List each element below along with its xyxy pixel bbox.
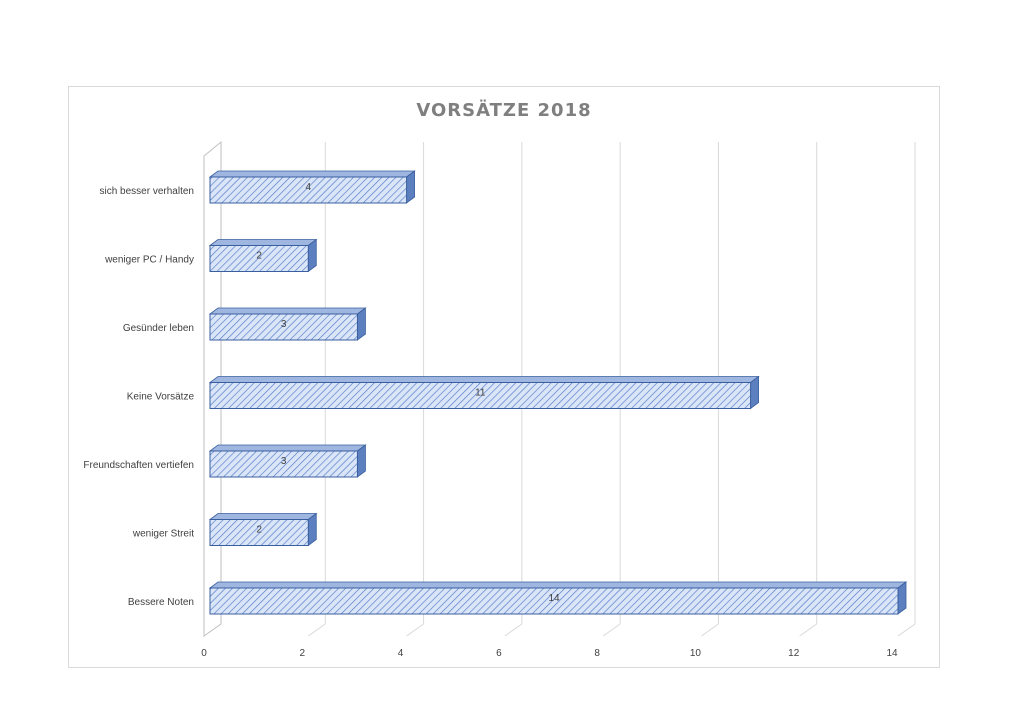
bar-front-face <box>209 450 358 478</box>
data-label: 3 <box>281 319 287 330</box>
bar-front-face <box>209 245 309 272</box>
category-label: Gesünder leben <box>123 323 194 334</box>
data-label: 2 <box>256 251 262 262</box>
floor-gridline <box>897 623 916 637</box>
x-tick-label: 12 <box>788 648 800 659</box>
chart-title: VORSÄTZE 2018 <box>416 99 591 121</box>
bar <box>208 512 318 547</box>
category-label: sich besser verhalten <box>100 186 195 197</box>
category-label: Freundschaften vertiefen <box>83 460 194 471</box>
floor-gridline <box>406 623 424 637</box>
bar <box>208 444 367 478</box>
floor-gridline <box>701 623 719 637</box>
bars <box>208 170 908 615</box>
floor-gridline <box>799 623 818 637</box>
axis <box>203 140 222 637</box>
bar <box>208 238 318 273</box>
bar-top-face <box>208 444 367 452</box>
bar <box>208 170 416 204</box>
bar <box>208 581 908 615</box>
x-tick-label: 10 <box>690 648 702 659</box>
bar-top-face <box>208 307 367 315</box>
category-label: Keine Vorsätze <box>127 392 195 403</box>
data-label: 11 <box>475 388 486 399</box>
bar-top-face <box>208 239 318 246</box>
x-tick-label: 14 <box>886 648 898 659</box>
bar <box>208 375 760 410</box>
bar-side-face <box>307 238 317 273</box>
x-tick-label: 4 <box>398 648 404 659</box>
floor-gridline <box>307 623 326 637</box>
bar-side-face <box>357 444 366 478</box>
labels: 0 2 4 6 8 10 12 14 4 sich besser verhalten 2 wenige… <box>83 182 898 659</box>
bar <box>208 307 367 341</box>
bar-front-face <box>209 176 408 204</box>
data-label: 2 <box>256 525 262 536</box>
x-tick-label: 8 <box>594 648 600 659</box>
bar-top-face <box>208 376 760 383</box>
data-label: 3 <box>281 456 287 467</box>
data-label: 14 <box>548 593 560 604</box>
bar-front-face <box>209 382 752 409</box>
x-tick-label: 0 <box>201 648 207 659</box>
category-label: weniger Streit <box>132 529 194 540</box>
bar-side-face <box>406 170 415 204</box>
bar-top-face <box>208 581 908 589</box>
floor-gridline <box>504 623 523 637</box>
category-label: Bessere Noten <box>128 597 194 608</box>
bar-front-face <box>209 313 358 341</box>
bar-side-face <box>357 307 366 341</box>
bar-side-face <box>897 581 907 615</box>
bar-front-face <box>209 519 309 546</box>
category-label: weniger PC / Handy <box>104 255 194 266</box>
axis-wall <box>203 140 222 637</box>
data-label: 4 <box>306 182 312 193</box>
bar-side-face <box>750 375 759 410</box>
floor-gridline <box>602 623 621 637</box>
x-tick-label: 6 <box>496 648 502 659</box>
bar-side-face <box>307 512 317 547</box>
bar-front-face <box>209 587 899 615</box>
bar-top-face <box>208 170 416 178</box>
bar-top-face <box>208 513 318 520</box>
x-tick-label: 2 <box>300 648 306 659</box>
